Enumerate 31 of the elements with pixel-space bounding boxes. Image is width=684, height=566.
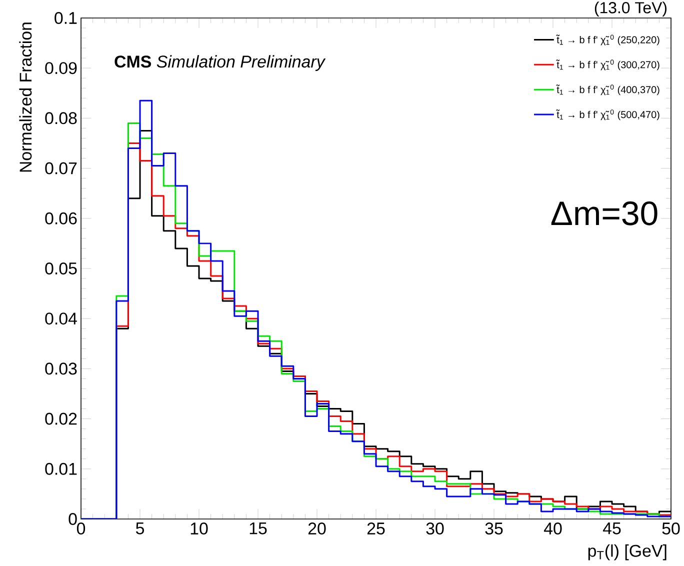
x-tick-label: 5 [136, 522, 144, 534]
x-tick-label: 20 [308, 522, 326, 535]
y-tick-label: 0 [68, 512, 77, 525]
text: (13.0 TeV) [594, 2, 666, 16]
x-axis-title: p$_{T}$(l) [GeV] [588, 544, 666, 560]
x-tick-label: 0 [76, 522, 86, 535]
legend-label: t̃$_{1}$ → b f f' χ̃$_{1}$$^{0}$ (400,370) [556, 84, 660, 96]
y-tick-label: 0.01 [45, 462, 77, 475]
x-tick-label: 30 [426, 522, 444, 535]
x-tick-label: 50 [662, 522, 680, 535]
x-tick-label: 40 [544, 522, 562, 535]
y-tick-label: 0.04 [45, 312, 77, 325]
y-tick-label: 0.09 [45, 62, 77, 74]
y-tick-label: 0.06 [45, 212, 77, 224]
x-tick-label: 25 [367, 522, 385, 535]
annotation: Δm=30 [551, 201, 658, 226]
x-tick-label: 35 [485, 522, 503, 535]
y-tick-label: 0.07 [45, 162, 77, 174]
y-tick-label: 0.02 [45, 412, 77, 425]
y-tick-label: 0.1 [54, 12, 77, 24]
annotation: CMS Simulation Preliminary [114, 55, 326, 71]
y-axis-title: Normalized Fraction [19, 22, 32, 172]
x-tick-label: 15 [250, 522, 267, 534]
y-tick-label: 0.05 [45, 262, 77, 274]
legend-label: t̃$_{1}$ → b f f' χ̃$_{1}$$^{0}$ (300,270) [556, 60, 660, 70]
legend-label: t̃$_{1}$ → b f f' χ̃$_{1}$$^{0}$ (500,470) [556, 110, 660, 120]
x-tick-label: 45 [602, 522, 621, 534]
y-tick-label: 0.08 [45, 112, 77, 124]
x-tick-label: 10 [190, 522, 208, 535]
legend-label: t̃$_{1}$ → b f f' χ̃$_{1}$$^{0}$ (250,220) [556, 34, 660, 46]
y-tick-label: 0.03 [45, 362, 77, 375]
